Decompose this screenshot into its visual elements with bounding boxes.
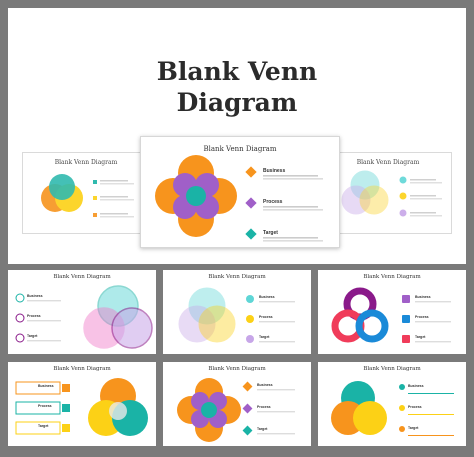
- item-label-target: Target: [38, 424, 49, 428]
- circle-icon: [246, 335, 254, 343]
- circle-icon: [399, 176, 407, 184]
- diamond-icon: [245, 166, 257, 178]
- slide-title: Blank Venn Diagram: [208, 274, 266, 280]
- thumbnail-1[interactable]: Blank Venn Diagram Business Process Targ…: [8, 270, 156, 354]
- item-label-target: Target: [257, 427, 268, 431]
- thumbnail-4[interactable]: Blank Venn Diagram Business Process Targ…: [8, 362, 156, 446]
- venn-pastel-circles-right: [341, 170, 442, 217]
- item-label-business: Business: [415, 295, 431, 299]
- thumbnail-6[interactable]: Blank Venn Diagram Business Process Targ…: [318, 362, 466, 446]
- item-label-process: Process: [408, 405, 422, 409]
- preview-slide-right[interactable]: Blank Venn Diagram: [324, 152, 452, 234]
- circle-icon: [15, 333, 25, 343]
- hero-panel: Blank Venn Diagram Blank Venn Diagram Bl…: [8, 8, 466, 264]
- slide-title: Blank Venn Diagram: [53, 274, 111, 280]
- item-label-process: Process: [415, 315, 429, 319]
- square-icon: [62, 404, 70, 412]
- diamond-icon: [93, 196, 97, 200]
- diamond-icon: [93, 213, 97, 217]
- thumbnail-5[interactable]: Blank Venn Diagram Business Process Targ…: [163, 362, 311, 446]
- preview-slide-center[interactable]: Blank Venn Diagram Business Process Targ…: [140, 136, 340, 248]
- item-label-business: Business: [38, 384, 54, 388]
- venn-solid-three-right: [331, 381, 454, 436]
- square-icon: [62, 424, 70, 432]
- item-label-business: Business: [257, 383, 273, 387]
- circle-icon: [399, 384, 405, 390]
- circle-icon: [246, 315, 254, 323]
- venn-solid-three: [15, 378, 148, 436]
- circle-icon: [399, 426, 405, 432]
- slide-title: Blank Venn Diagram: [54, 159, 118, 166]
- diamond-icon: [242, 403, 253, 414]
- hero-title-line2: Diagram: [176, 88, 298, 117]
- item-label-process: Process: [263, 199, 283, 205]
- square-icon: [62, 384, 70, 392]
- diamond-icon: [245, 197, 257, 209]
- item-label-target: Target: [259, 335, 270, 339]
- item-label-business: Business: [259, 295, 275, 299]
- hero-title: Blank Venn Diagram: [8, 56, 466, 118]
- thumbnail-2[interactable]: Blank Venn Diagram Business Process Targ…: [163, 270, 311, 354]
- venn-outline-three: [15, 285, 153, 349]
- slide-title: Blank Venn Diagram: [53, 366, 111, 372]
- preview-slide-left[interactable]: Blank Venn Diagram: [22, 152, 150, 234]
- circle-icon: [15, 293, 25, 303]
- diamond-icon: [242, 381, 253, 392]
- venn-three-circles-left: [41, 174, 134, 218]
- item-label-process: Process: [38, 404, 52, 408]
- circle-icon: [15, 313, 25, 323]
- circle-icon: [399, 209, 407, 217]
- venn-four-petal-center: [155, 155, 323, 242]
- square-icon: [402, 315, 410, 323]
- item-label-process: Process: [259, 315, 273, 319]
- item-label-business: Business: [263, 168, 286, 174]
- diamond-icon: [242, 425, 253, 436]
- square-icon: [402, 295, 410, 303]
- diamond-icon: [245, 228, 257, 240]
- circle-icon: [399, 405, 405, 411]
- slide-title: Blank Venn Diagram: [363, 274, 421, 280]
- item-label-target: Target: [263, 230, 278, 236]
- item-label-target: Target: [415, 335, 426, 339]
- venn-pastel-three: [178, 287, 295, 343]
- item-label-business: Business: [27, 294, 43, 298]
- hero-title-line1: Blank Venn: [156, 57, 318, 86]
- item-label-target: Target: [408, 426, 419, 430]
- item-label-process: Process: [27, 314, 41, 318]
- slide-title: Blank Venn Diagram: [356, 159, 420, 166]
- diamond-icon: [93, 180, 97, 184]
- item-label-business: Business: [408, 384, 424, 388]
- item-label-target: Target: [27, 334, 38, 338]
- venn-four-petal-thumb: [177, 378, 295, 442]
- slide-title: Blank Venn Diagram: [203, 145, 277, 153]
- thumbnail-3[interactable]: Blank Venn Diagram Business Process Targ…: [318, 270, 466, 354]
- square-icon: [402, 335, 410, 343]
- circle-icon: [399, 192, 407, 200]
- slide-title: Blank Venn Diagram: [208, 366, 266, 372]
- circle-icon: [246, 295, 254, 303]
- venn-ring-three: [331, 287, 451, 343]
- slide-title: Blank Venn Diagram: [363, 366, 421, 372]
- item-label-process: Process: [257, 405, 271, 409]
